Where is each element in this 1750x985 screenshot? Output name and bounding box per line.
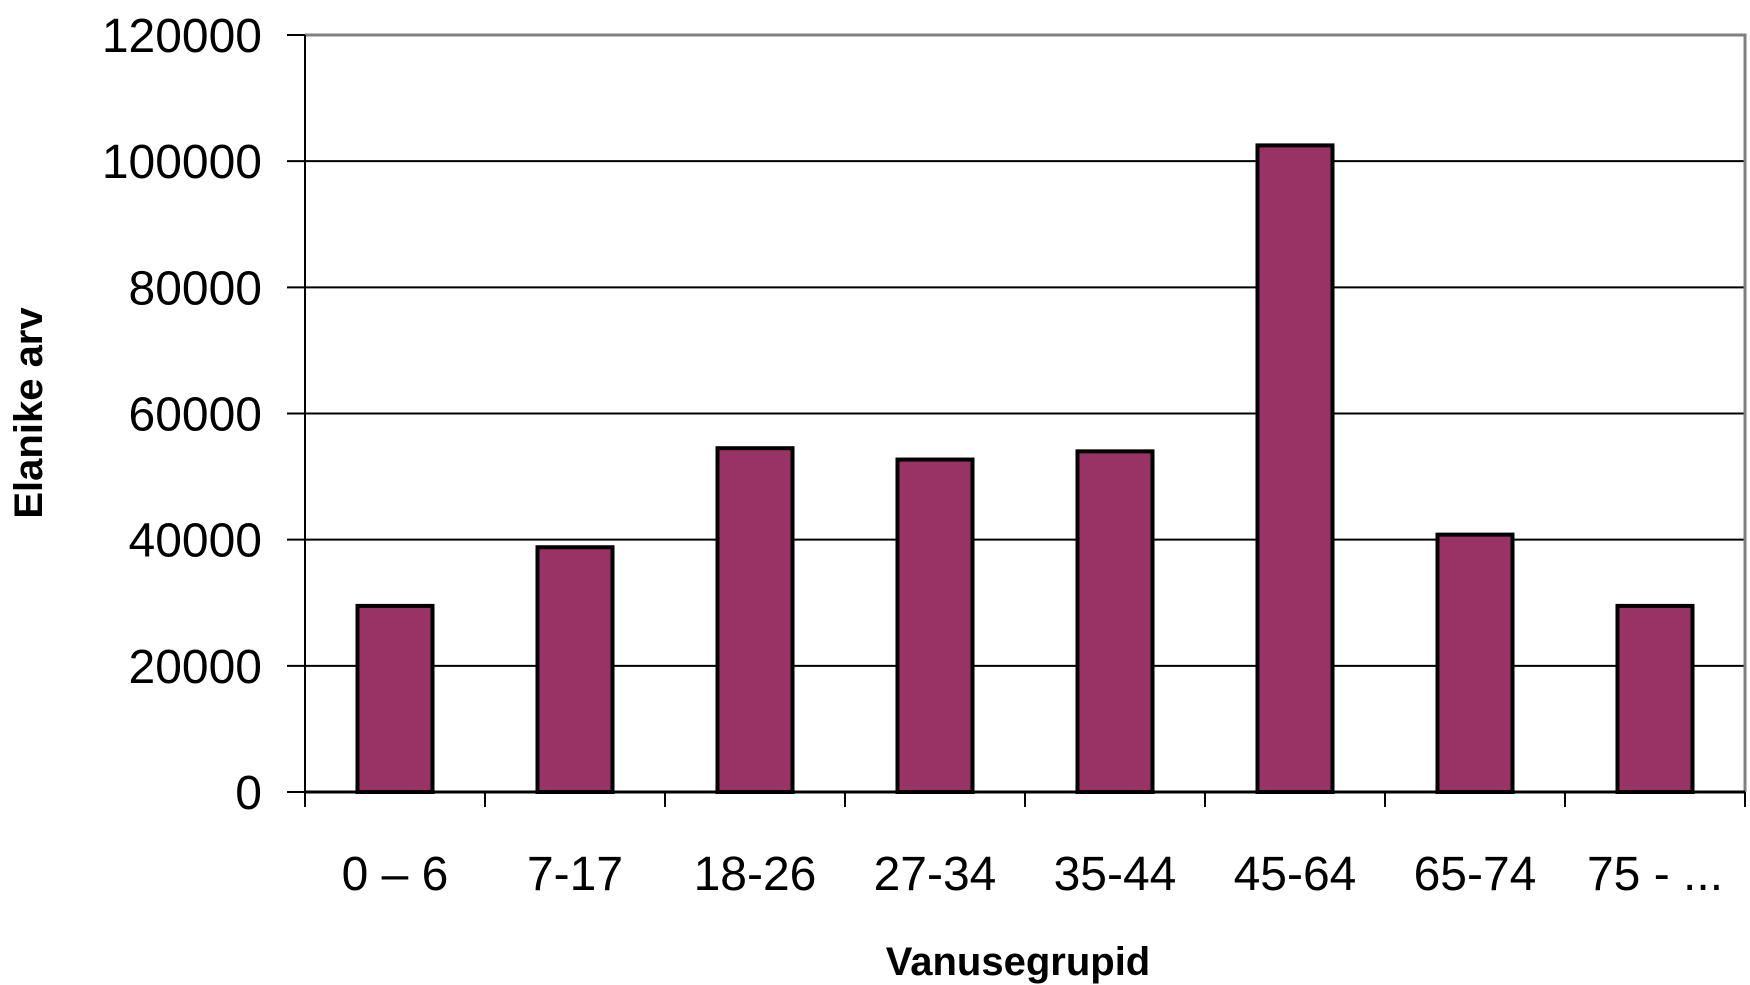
plot-border [305, 33, 1747, 792]
x-axis-title: Vanusegrupid [886, 940, 1151, 984]
gridlines [305, 34, 1745, 667]
x-tick-label: 7-17 [527, 848, 623, 901]
y-tick-label: 80000 [129, 262, 262, 315]
x-tick-label: 45-64 [1234, 848, 1357, 901]
x-tick-labels: 0 – 6 7-17 18-26 27-34 35-44 45-64 65-74 75 - .… [342, 848, 1723, 901]
y-tick-label: 40000 [129, 515, 262, 568]
axes [287, 34, 1746, 807]
bar [1255, 143, 1335, 795]
bar [715, 446, 795, 794]
y-tick-label: 60000 [129, 389, 262, 442]
bar [1075, 449, 1155, 794]
x-tick-label: 65-74 [1414, 848, 1537, 901]
y-tick-label: 120000 [102, 10, 262, 63]
y-tick-labels: 0 20000 40000 60000 80000 100000 120000 [102, 10, 262, 820]
bar [1435, 532, 1515, 794]
bar [535, 545, 615, 795]
y-tick-label: 0 [235, 767, 262, 820]
x-tick-label: 27-34 [874, 848, 997, 901]
y-tick-label: 20000 [129, 641, 262, 694]
x-tick-label: 75 - ... [1587, 848, 1723, 901]
plot-frame [305, 33, 1747, 792]
y-axis-title: Elanike arv [7, 307, 51, 519]
x-tick-label: 18-26 [694, 848, 817, 901]
x-tick-label: 35-44 [1054, 848, 1177, 901]
bar [355, 603, 435, 795]
bar [895, 457, 975, 794]
bars [355, 143, 1695, 795]
bar [1615, 603, 1695, 795]
x-tick-label: 0 – 6 [342, 848, 449, 901]
y-tick-label: 100000 [102, 136, 262, 189]
